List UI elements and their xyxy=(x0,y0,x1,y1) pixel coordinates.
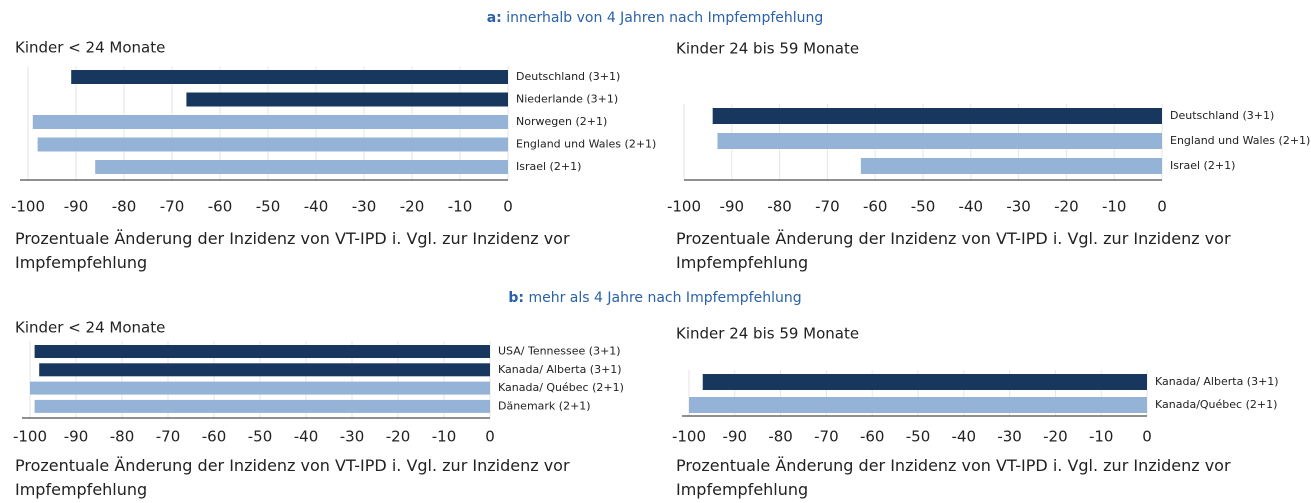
x-tick-label: -30 xyxy=(340,428,365,446)
category-label: Deutschland (3+1) xyxy=(1170,109,1274,122)
x-tick-label: -50 xyxy=(906,428,931,446)
section-label: b: xyxy=(508,290,524,306)
x-tick-label: -10 xyxy=(432,428,457,446)
x-tick-label: -40 xyxy=(952,428,977,446)
bar xyxy=(186,92,508,107)
category-label: Israel (2+1) xyxy=(1170,159,1235,172)
category-label: Kanada/ Alberta (3+1) xyxy=(498,363,622,376)
x-tick-label: -70 xyxy=(815,198,840,216)
x-tick-label: 0 xyxy=(1157,198,1167,216)
x-axis-label: Prozentuale Änderung der Inzidenz von VT… xyxy=(676,229,1231,272)
x-tick-label: -20 xyxy=(400,198,425,216)
category-label: Kanada/ Québec (2+1) xyxy=(498,381,624,394)
x-tick-label: -40 xyxy=(294,428,319,446)
x-tick-label: -90 xyxy=(720,198,745,216)
x-tick-label: -10 xyxy=(1102,198,1127,216)
category-label: USA/ Tennessee (3+1) xyxy=(498,345,621,358)
x-tick-label: -40 xyxy=(304,198,329,216)
category-label: Kanada/ Alberta (3+1) xyxy=(1155,375,1279,388)
bar xyxy=(71,70,508,84)
bar xyxy=(34,399,490,413)
category-label: Kanada/Québec (2+1) xyxy=(1155,398,1277,411)
category-label: Norwegen (2+1) xyxy=(516,115,607,128)
section-title: innerhalb von 4 Jahren nach Impfempfehlu… xyxy=(506,10,823,26)
x-tick-label: -90 xyxy=(64,198,89,216)
x-tick-label: -80 xyxy=(768,428,793,446)
x-tick-label: -50 xyxy=(256,198,281,216)
x-tick-label: 0 xyxy=(485,428,495,446)
x-tick-label: -70 xyxy=(160,198,185,216)
x-tick-label: -10 xyxy=(448,198,473,216)
x-tick-label: -30 xyxy=(997,428,1022,446)
x-tick-label: -80 xyxy=(110,428,135,446)
chart-title: Kinder < 24 Monate xyxy=(15,319,165,337)
x-tick-label: -50 xyxy=(911,198,936,216)
category-label: Dänemark (2+1) xyxy=(498,399,591,412)
x-tick-label: -60 xyxy=(860,428,885,446)
bar xyxy=(712,108,1162,124)
chart-title: Kinder < 24 Monate xyxy=(15,39,165,57)
bar xyxy=(95,160,508,174)
x-axis-label: Prozentuale Änderung der Inzidenz von VT… xyxy=(15,229,570,272)
x-tick-label: -30 xyxy=(1006,198,1031,216)
category-label: Niederlande (3+1) xyxy=(516,93,618,106)
section-label: a: xyxy=(487,10,502,26)
section-title: mehr als 4 Jahre nach Impfempfehlung xyxy=(528,290,801,306)
section-heading: b: mehr als 4 Jahre nach Impfempfehlung xyxy=(508,290,801,306)
bar xyxy=(689,397,1147,413)
category-label: Israel (2+1) xyxy=(516,160,581,173)
bar xyxy=(860,158,1162,174)
x-tick-label: -60 xyxy=(208,198,233,216)
x-tick-label: 0 xyxy=(1142,428,1152,446)
x-tick-label: 0 xyxy=(503,198,513,216)
category-label: England und Wales (2+1) xyxy=(1170,134,1310,147)
x-tick-label: -70 xyxy=(814,428,839,446)
x-tick-label: -100 xyxy=(13,428,47,446)
x-tick-label: -90 xyxy=(64,428,89,446)
x-tick-label: -100 xyxy=(11,198,45,216)
x-tick-label: -80 xyxy=(112,198,137,216)
bar xyxy=(39,363,490,377)
category-label: England und Wales (2+1) xyxy=(516,138,656,151)
x-tick-label: -60 xyxy=(202,428,227,446)
bar xyxy=(702,374,1147,390)
x-tick-label: -100 xyxy=(667,198,701,216)
bar xyxy=(34,345,490,358)
x-axis-label: Prozentuale Änderung der Inzidenz von VT… xyxy=(676,456,1231,499)
bar xyxy=(37,137,508,152)
x-tick-label: -30 xyxy=(352,198,377,216)
x-tick-label: -100 xyxy=(672,428,706,446)
x-tick-label: -10 xyxy=(1089,428,1114,446)
category-label: Deutschland (3+1) xyxy=(516,70,620,83)
bar xyxy=(32,115,509,129)
x-tick-label: -60 xyxy=(863,198,888,216)
bar xyxy=(717,133,1162,149)
bar xyxy=(30,381,490,395)
x-tick-label: -20 xyxy=(1054,198,1079,216)
section-heading: a: innerhalb von 4 Jahren nach Impfempfe… xyxy=(487,10,824,26)
x-tick-label: -80 xyxy=(767,198,792,216)
chart-title: Kinder 24 bis 59 Monate xyxy=(676,40,859,58)
x-tick-label: -20 xyxy=(386,428,411,446)
x-tick-label: -50 xyxy=(248,428,273,446)
x-tick-label: -70 xyxy=(156,428,181,446)
x-axis-label: Prozentuale Änderung der Inzidenz von VT… xyxy=(15,456,570,499)
chart-title: Kinder 24 bis 59 Monate xyxy=(676,325,859,343)
x-tick-label: -20 xyxy=(1043,428,1068,446)
x-tick-label: -40 xyxy=(959,198,984,216)
x-tick-label: -90 xyxy=(723,428,748,446)
